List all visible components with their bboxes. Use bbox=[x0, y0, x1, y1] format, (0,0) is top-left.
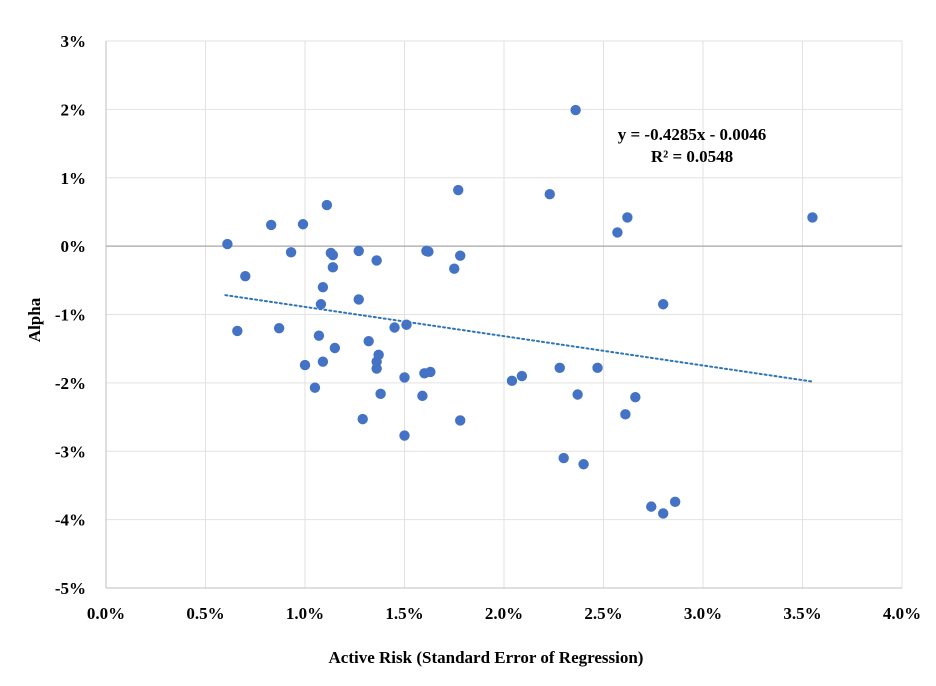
y-tick-label: -1% bbox=[55, 306, 86, 325]
data-point bbox=[453, 184, 464, 196]
x-tick-label: 1.0% bbox=[286, 604, 324, 623]
x-tick-label: 3.5% bbox=[783, 604, 821, 623]
y-tick-label: 0% bbox=[61, 237, 87, 256]
data-point bbox=[313, 330, 325, 341]
data-point bbox=[363, 335, 374, 347]
data-point bbox=[232, 325, 243, 337]
data-point bbox=[558, 452, 569, 464]
x-tick-label: 0.5% bbox=[186, 604, 224, 623]
data-point bbox=[620, 409, 631, 420]
data-point bbox=[669, 496, 681, 508]
data-point bbox=[622, 212, 633, 223]
data-point bbox=[399, 372, 410, 383]
trendline-r-squared: R² = 0.0548 bbox=[651, 147, 733, 166]
data-point bbox=[612, 227, 623, 238]
data-point bbox=[658, 508, 669, 519]
x-axis-title: Active Risk (Standard Error of Regressio… bbox=[329, 648, 644, 667]
data-point bbox=[578, 459, 589, 470]
data-point bbox=[357, 413, 368, 425]
data-point bbox=[353, 294, 364, 305]
x-tick-label: 1.5% bbox=[385, 604, 423, 623]
data-point bbox=[401, 319, 412, 330]
y-tick-label: 1% bbox=[61, 169, 87, 188]
data-point bbox=[417, 390, 428, 402]
data-point bbox=[309, 382, 321, 393]
y-tick-label: -5% bbox=[55, 579, 86, 598]
data-point bbox=[455, 250, 466, 261]
data-point bbox=[425, 366, 436, 378]
data-point bbox=[544, 188, 555, 200]
data-point bbox=[506, 375, 518, 387]
data-point bbox=[389, 322, 400, 333]
data-point bbox=[658, 299, 669, 310]
data-point bbox=[554, 362, 565, 374]
gridlines bbox=[106, 40, 903, 588]
data-point bbox=[299, 359, 311, 371]
y-axis-title: Alpha bbox=[25, 297, 44, 342]
data-point bbox=[297, 219, 309, 230]
y-tick-label: 2% bbox=[61, 100, 87, 119]
data-point bbox=[315, 299, 327, 310]
y-tick-label: -2% bbox=[55, 374, 86, 393]
data-point bbox=[373, 349, 384, 361]
data-point bbox=[371, 255, 382, 266]
y-tick-label: 3% bbox=[61, 32, 87, 51]
data-point bbox=[449, 263, 460, 274]
data-point bbox=[353, 245, 364, 257]
y-tick-label: -3% bbox=[55, 442, 86, 461]
data-point bbox=[327, 249, 339, 261]
data-point bbox=[399, 430, 410, 441]
data-point bbox=[423, 246, 434, 257]
x-tick-label: 4.0% bbox=[883, 604, 921, 623]
data-point bbox=[317, 356, 329, 367]
x-tick-label: 0.0% bbox=[87, 604, 125, 623]
data-point bbox=[630, 392, 641, 403]
trendline-group bbox=[224, 294, 814, 383]
data-point bbox=[321, 199, 333, 211]
data-point bbox=[375, 388, 386, 400]
tick-labels: 0.0% 0.5% 1.0% 1.5% 2.0% 2.5% 3.0% 3.5% 4.0% 3% 2%… bbox=[55, 32, 921, 623]
data-point bbox=[240, 271, 251, 282]
data-point bbox=[329, 342, 341, 354]
data-point bbox=[455, 415, 466, 426]
trendline bbox=[224, 294, 814, 383]
data-point bbox=[807, 212, 818, 223]
data-point bbox=[317, 281, 329, 293]
x-tick-label: 3.0% bbox=[684, 604, 722, 623]
data-point bbox=[570, 104, 581, 116]
data-point bbox=[222, 238, 233, 250]
data-point bbox=[273, 322, 285, 334]
x-tick-label: 2.0% bbox=[485, 604, 523, 623]
x-tick-label: 2.5% bbox=[584, 604, 622, 623]
trendline-equation: y = -0.4285x - 0.0046 bbox=[618, 125, 767, 144]
data-point bbox=[646, 501, 657, 512]
axes bbox=[105, 41, 902, 589]
data-point bbox=[327, 262, 339, 273]
y-tick-label: -4% bbox=[55, 511, 86, 530]
data-point bbox=[285, 247, 297, 258]
data-points bbox=[222, 104, 818, 519]
data-point bbox=[516, 370, 528, 382]
data-point bbox=[265, 219, 277, 231]
data-point bbox=[592, 362, 603, 374]
data-point bbox=[572, 389, 583, 400]
